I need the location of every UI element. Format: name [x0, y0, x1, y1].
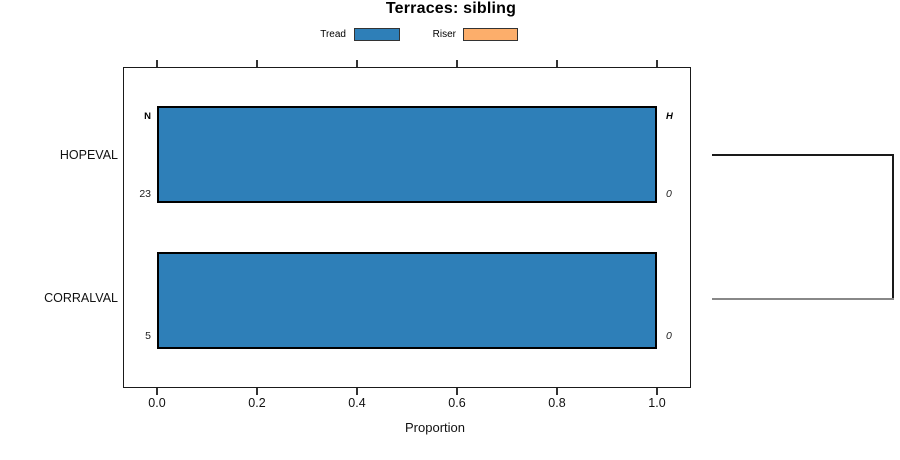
- count-corralval: 5: [145, 330, 151, 342]
- top-tick-4: [556, 60, 558, 67]
- h-value-corralval: 0: [666, 330, 672, 342]
- bottom-tick-2: [356, 388, 358, 395]
- y-label-hopeval: HOPEVAL: [59, 148, 118, 162]
- legend-label-tread: Tread: [320, 29, 346, 40]
- y-label-corralval: CORRALVAL: [44, 291, 118, 305]
- legend-swatch-riser: [463, 28, 518, 41]
- count-hopeval: 23: [139, 188, 151, 200]
- top-tick-2: [356, 60, 358, 67]
- top-tick-3: [456, 60, 458, 67]
- bracket-line-bottom: [712, 298, 894, 300]
- x-tick-label-2: 0.4: [348, 396, 366, 410]
- legend-swatch-tread: [354, 28, 400, 41]
- chart-title: Terraces: sibling: [385, 0, 517, 17]
- bottom-tick-3: [456, 388, 458, 395]
- x-tick-label-3: 0.6: [448, 396, 466, 410]
- top-tick-0: [156, 60, 158, 67]
- x-tick-label-1: 0.2: [248, 396, 266, 410]
- height-header: H: [666, 111, 673, 122]
- bracket-line-top: [712, 154, 894, 156]
- bottom-tick-0: [156, 388, 158, 395]
- h-value-hopeval: 0: [666, 188, 672, 200]
- x-tick-label-5: 1.0: [648, 396, 666, 410]
- bar-corralval-tread: [157, 252, 657, 349]
- bottom-tick-5: [656, 388, 658, 395]
- bottom-tick-1: [256, 388, 258, 395]
- bracket-line-right: [892, 154, 894, 300]
- legend-label-riser: Riser: [432, 29, 456, 40]
- top-tick-1: [256, 60, 258, 67]
- count-header: N: [144, 111, 151, 122]
- top-tick-5: [656, 60, 658, 67]
- bar-hopeval-tread: [157, 106, 657, 203]
- x-axis-label: Proportion: [405, 420, 465, 435]
- x-tick-label-0: 0.0: [148, 396, 166, 410]
- x-tick-label-4: 0.8: [548, 396, 566, 410]
- bottom-tick-4: [556, 388, 558, 395]
